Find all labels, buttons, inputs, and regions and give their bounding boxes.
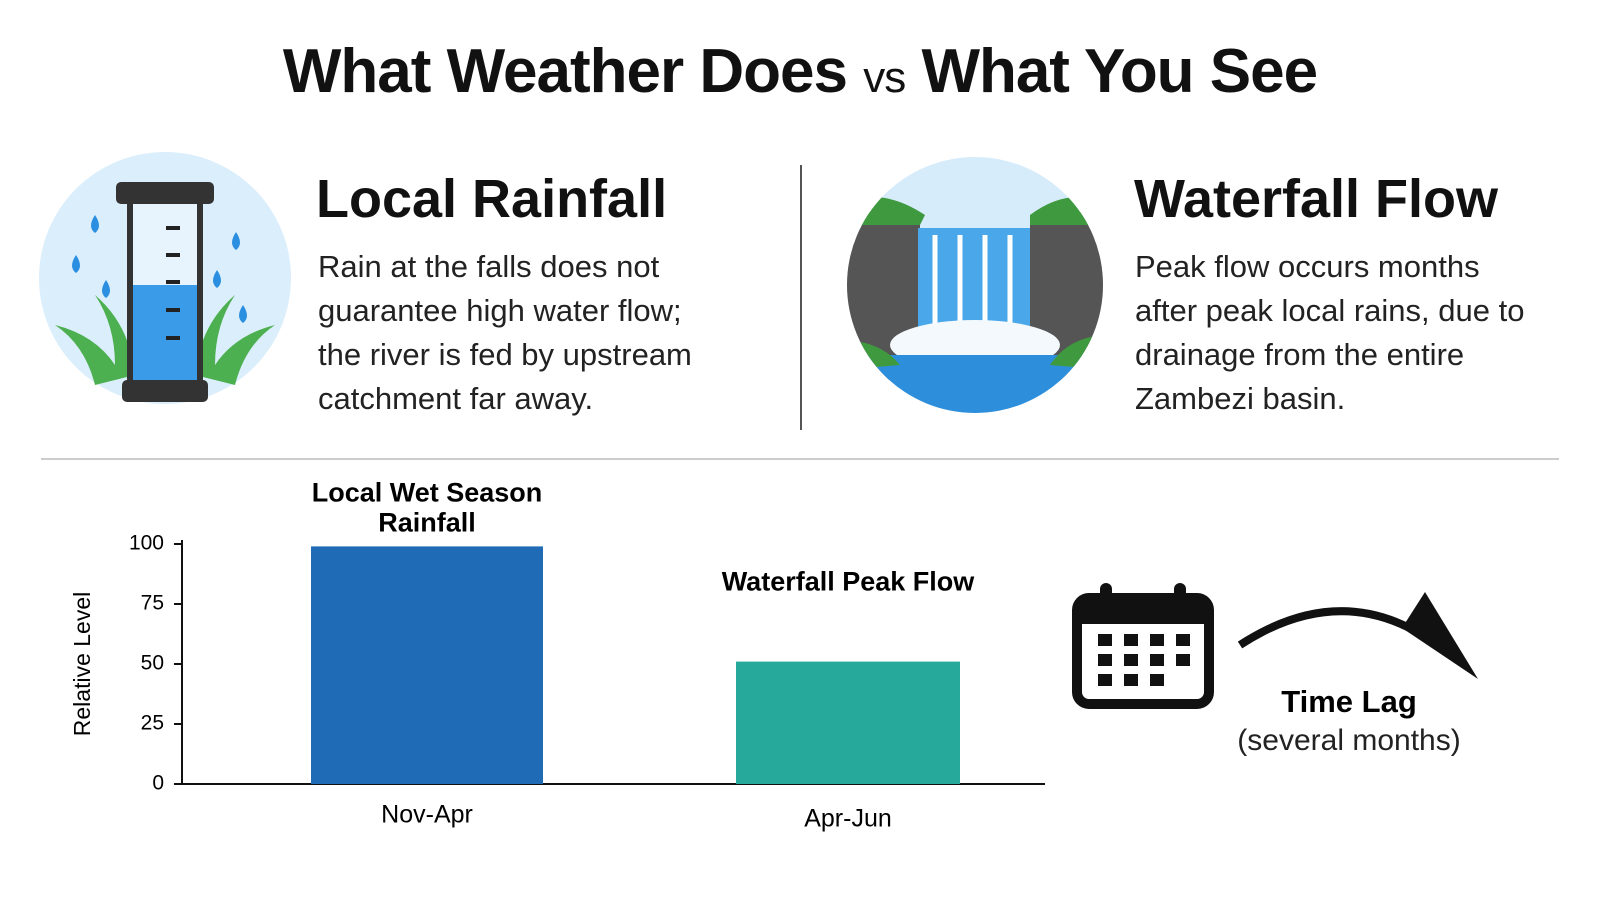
panel-body: Rain at the falls does not guarantee high… (318, 245, 692, 421)
y-tick-label: 0 (152, 772, 164, 795)
time-lag-arrow (1237, 592, 1478, 679)
title-left: What Weather Does (282, 37, 848, 106)
time-lag-note: (several months) (1237, 724, 1460, 757)
body-line: guarantee high water flow; (318, 293, 682, 328)
panel-heading: Waterfall Flow (1134, 169, 1499, 229)
y-axis-label: Relative Level (69, 592, 95, 736)
y-tick-label: 50 (141, 652, 164, 675)
body-line: the river is fed by upstream (318, 337, 692, 372)
x-tick-label: Apr-Jun (804, 805, 892, 833)
body-line: after peak local rains, due to (1135, 293, 1525, 328)
bar (736, 661, 960, 784)
rain-gauge-icon (39, 152, 291, 404)
panel-heading: Local Rainfall (316, 169, 668, 229)
x-tick-label: Nov-Apr (381, 801, 473, 829)
body-line: Peak flow occurs months (1135, 249, 1480, 284)
body-line: drainage from the entire (1135, 337, 1465, 372)
body-line: Zambezi basin. (1135, 381, 1346, 416)
body-line: catchment far away. (318, 381, 594, 416)
title-right: What You See (921, 37, 1318, 106)
title: What Weather Does vs What You See (0, 36, 1600, 107)
bar-label: Local Wet Season Rainfall (312, 478, 543, 538)
body-line: Rain at the falls does not (318, 249, 660, 284)
bar-label: Waterfall Peak Flow (722, 567, 976, 597)
calendar-icon (1072, 583, 1214, 709)
time-lag-label: Time Lag (1281, 684, 1417, 719)
bar (311, 546, 543, 784)
y-tick-label: 75 (141, 592, 164, 615)
y-tick-label: 25 (141, 712, 164, 735)
title-vs: vs (863, 53, 906, 102)
waterfall-icon (847, 157, 1103, 413)
panel-body: Peak flow occurs months after peak local … (1135, 245, 1524, 421)
y-tick-label: 100 (129, 532, 164, 555)
